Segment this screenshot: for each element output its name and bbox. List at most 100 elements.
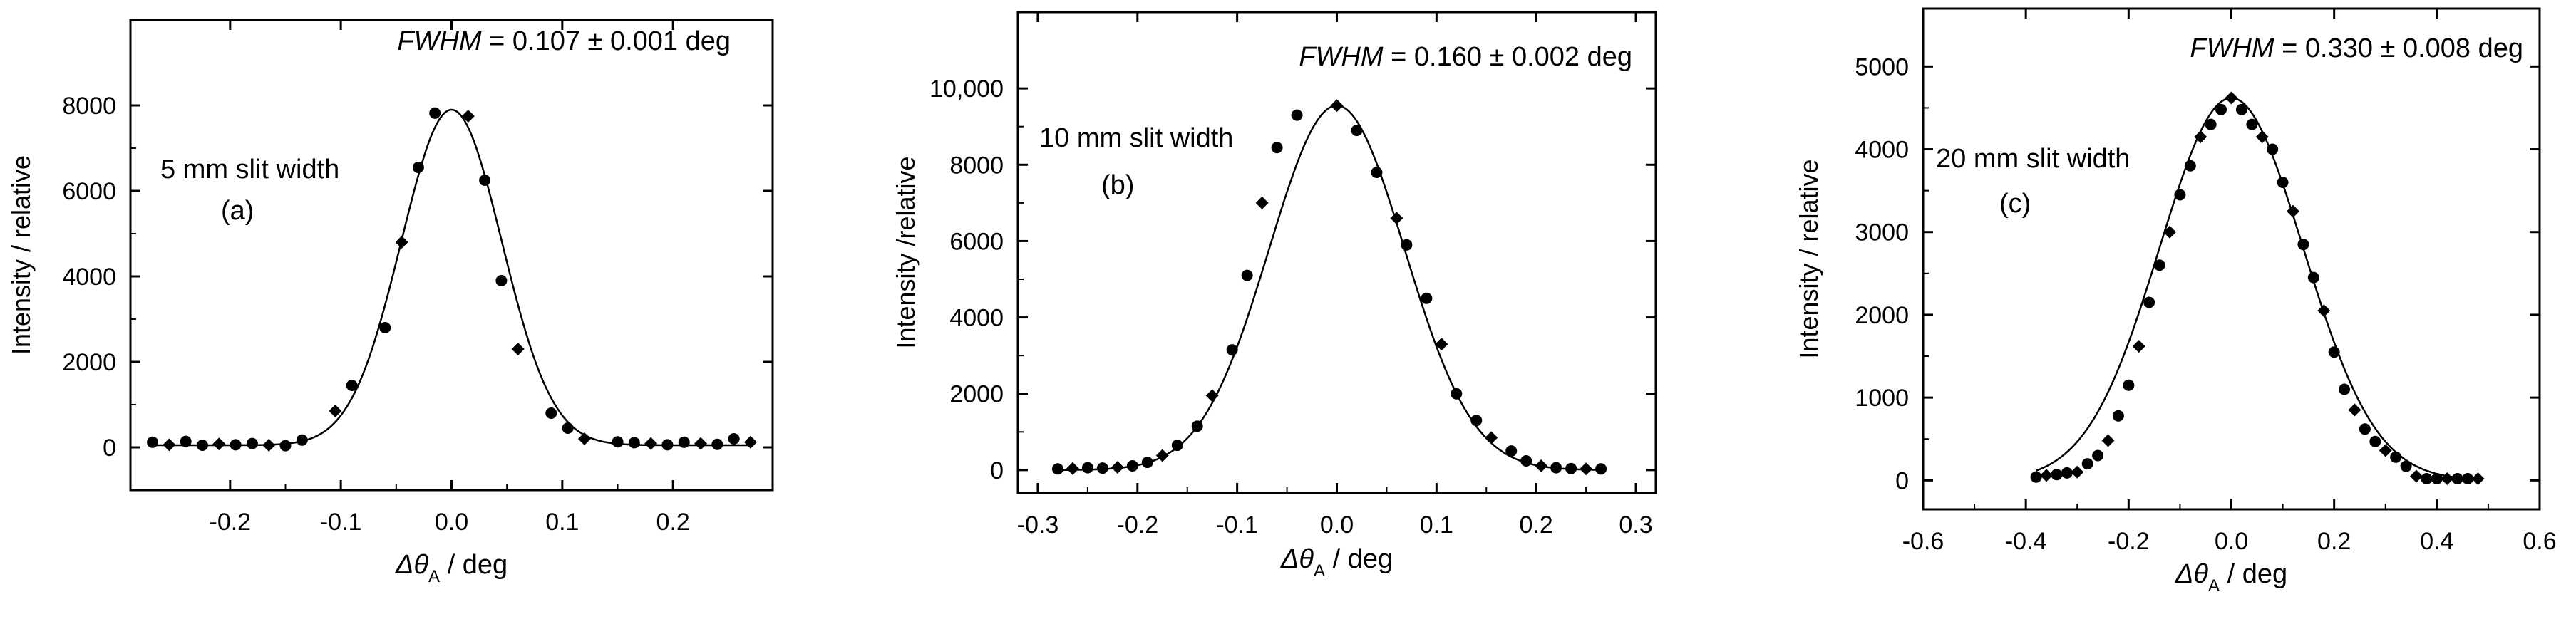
- data-point: [2431, 473, 2443, 485]
- data-point: [147, 436, 159, 448]
- data-point: [2101, 434, 2115, 447]
- data-point: [2225, 91, 2238, 105]
- data-point: [1485, 431, 1498, 445]
- data-point: [2287, 204, 2299, 218]
- fit-curve: [2036, 97, 2478, 481]
- data-point: [163, 438, 176, 452]
- data-point: [1520, 455, 1532, 467]
- data-point: [1550, 462, 1562, 474]
- data-point: [2267, 143, 2279, 155]
- data-point: [2246, 118, 2258, 130]
- data-point: [2174, 189, 2186, 201]
- data-point: [2379, 444, 2392, 457]
- x-tick-label: -0.4: [2005, 528, 2047, 555]
- data-point: [2235, 103, 2247, 115]
- data-point: [728, 433, 740, 445]
- data-point: [743, 435, 757, 449]
- data-point: [2132, 340, 2145, 353]
- data-point: [2112, 410, 2124, 422]
- y-axis-label: Intensity /relative: [891, 156, 920, 348]
- data-point: [1255, 196, 1269, 209]
- data-point: [495, 275, 508, 286]
- y-axis-label: Intensity / relative: [1794, 159, 1823, 358]
- y-tick-label: 2000: [949, 381, 1004, 408]
- y-tick-label: 4000: [62, 264, 116, 291]
- y-tick-label: 0: [1895, 467, 1909, 494]
- data-point: [2040, 469, 2053, 482]
- data-point: [1371, 167, 1383, 178]
- data-point: [296, 434, 308, 446]
- chart-panel-1: -0.2 -0.1 0.0 0.1 0.2 0 2000 4000 6000 8000 Intens…: [6, 19, 774, 586]
- chart-panel-2: -0.3 -0.2 -0.1 0.0 0.1 0.2 0.3 0 2000 4000 6000 800…: [891, 11, 1657, 581]
- fwhm-annotation: FWHM = 0.107 ± 0.001 deg: [397, 26, 731, 56]
- data-point: [1066, 462, 1079, 475]
- data-point: [2400, 460, 2412, 472]
- data-point: [545, 407, 557, 419]
- x-tick-label: 0.0: [1320, 511, 1354, 539]
- panel-label: (b): [1101, 170, 1134, 200]
- data-point: [1111, 461, 1124, 474]
- data-point: [2369, 435, 2381, 447]
- data-point: [1155, 449, 1169, 462]
- y-axis-label: Intensity / relative: [6, 155, 36, 355]
- data-point: [1141, 457, 1153, 469]
- data-point: [661, 439, 674, 451]
- data-point: [577, 432, 591, 445]
- data-point: [1096, 462, 1108, 474]
- data-point: [180, 435, 192, 447]
- slit-width-label: 5 mm slit width: [160, 155, 339, 184]
- data-point: [1580, 462, 1593, 476]
- data-point: [329, 405, 342, 417]
- panel-label: (c): [1999, 189, 2031, 219]
- x-tick-label: 0.2: [656, 509, 690, 536]
- data-point: [2410, 469, 2423, 483]
- x-tick-label: -0.3: [1017, 511, 1059, 539]
- data-point: [1171, 440, 1183, 452]
- data-point: [429, 107, 441, 119]
- data-point: [562, 422, 574, 434]
- data-point: [212, 437, 226, 451]
- data-point: [511, 343, 525, 355]
- data-point: [2255, 130, 2269, 144]
- y-tick-label: 0: [103, 435, 116, 462]
- fwhm-annotation: FWHM = 0.330 ± 0.008 deg: [2190, 33, 2523, 63]
- x-axis-label: ΔθA / deg: [1280, 544, 1393, 581]
- x-tick-label: 0.1: [545, 509, 579, 536]
- y-tick-label: 8000: [949, 152, 1004, 179]
- plot-frame: [1016, 11, 1657, 494]
- data-point: [1191, 420, 1203, 432]
- x-tick-label: -0.1: [1216, 511, 1258, 539]
- data-point: [2081, 458, 2093, 470]
- data-point: [2307, 271, 2319, 284]
- y-tick-label: 3000: [1855, 219, 1909, 246]
- data-point: [2328, 346, 2340, 358]
- data-point: [1535, 459, 1548, 472]
- data-point: [2143, 296, 2155, 308]
- data-point: [1351, 125, 1363, 137]
- data-point: [2339, 383, 2351, 395]
- x-tick-label: 0.0: [435, 509, 468, 536]
- x-tick-label: 0.2: [1520, 511, 1553, 539]
- data-point: [628, 437, 640, 449]
- data-point: [1595, 463, 1607, 475]
- data-point: [1271, 142, 1283, 154]
- data-point: [2184, 160, 2196, 172]
- x-axis-label: ΔθA / deg: [2175, 559, 2287, 596]
- data-point: [1565, 462, 1577, 474]
- data-point: [1401, 239, 1413, 251]
- y-tick-label: 2000: [1855, 302, 1909, 329]
- data-point: [1505, 445, 1518, 457]
- data-point: [479, 175, 491, 186]
- data-point: [2051, 469, 2063, 481]
- data-point: [346, 380, 358, 391]
- x-tick-label: -0.2: [1117, 511, 1159, 539]
- x-tick-label: 0.0: [2215, 528, 2248, 555]
- x-tick-label: 0.1: [1420, 511, 1453, 539]
- y-tick-label: 10,000: [929, 76, 1004, 103]
- data-point: [2317, 304, 2331, 318]
- x-tick-label: -0.6: [1902, 528, 1944, 555]
- data-point: [196, 440, 208, 451]
- fwhm-annotation: FWHM = 0.160 ± 0.002 deg: [1299, 42, 1632, 72]
- plot-frame: [1922, 7, 2541, 511]
